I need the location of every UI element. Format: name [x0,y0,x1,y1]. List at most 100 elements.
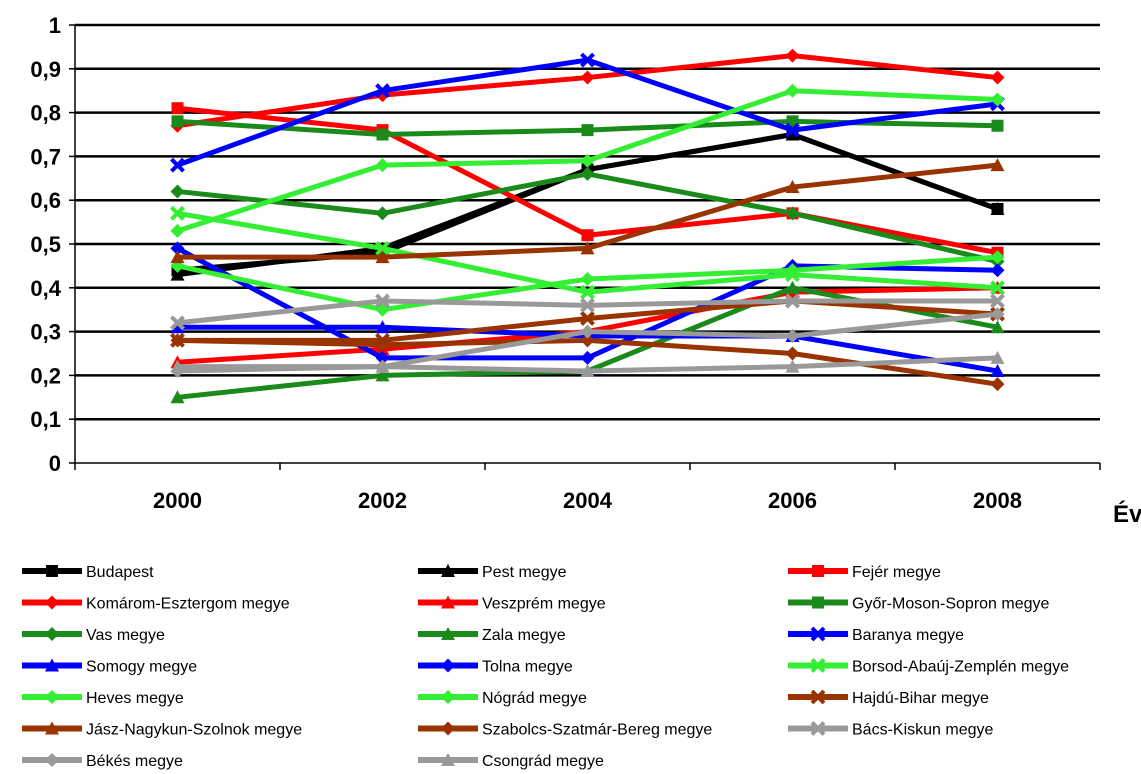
legend-label: Győr-Moson-Sopron megye [852,596,1050,613]
y-tick-label: 0,5 [30,232,61,257]
data-point [170,250,185,264]
data-point [990,280,1005,296]
data-point [581,124,594,137]
data-point [580,364,595,378]
data-point [375,350,390,365]
legend-label: Bács-Kiskun megye [852,722,993,739]
data-point [375,368,390,382]
legend-marker [810,658,826,673]
data-point [171,102,184,115]
legend-marker [45,721,59,735]
legend-label: Zala megye [482,627,566,644]
data-point [580,333,595,348]
data-point [375,320,390,334]
legend-label: Jász-Nagykun-Szolnok megye [86,722,302,739]
x-axis-title: Év [1113,500,1141,528]
data-point [170,320,185,334]
data-point [785,280,800,294]
series-line [177,53,998,129]
data-point [785,48,800,63]
data-point [990,250,1005,265]
legend-marker [812,565,824,577]
legend-marker [441,627,455,640]
data-point [170,390,185,404]
y-tick-label: 0,7 [30,144,61,169]
legend-label: Somogy megye [86,659,197,676]
data-point [990,70,1005,85]
data-point [990,364,1005,378]
y-tick-label: 0 [49,451,61,476]
axes: 0 0,1 0,2 0,3 0,4 0,5 0,6 0,7 0,8 0,9 1 2000 2002 200… [30,13,1101,513]
legend-label: Csongrád megye [482,753,604,770]
data-point [580,166,595,181]
legend-marker [45,658,59,672]
data-point [990,377,1005,392]
data-point [990,263,1005,278]
legend-label: Tolna megye [482,659,573,676]
data-point [990,307,1005,322]
data-point [990,293,1005,309]
legend-label: Baranya megye [852,627,964,644]
data-point [785,122,800,138]
y-tick-label: 0,4 [30,276,61,301]
data-point [785,263,800,278]
legend-marker [441,564,455,577]
data-point [170,333,185,348]
data-point [785,127,800,141]
legend-label: Komárom-Esztergom megye [86,596,290,613]
legend-marker [46,565,58,577]
legend: Budapest Pest megye Fejér megye Komárom-Esz… [22,564,1069,770]
y-tick-label: 1 [49,13,61,38]
data-point [580,52,595,68]
data-point [171,115,184,128]
x-tick-label: 2000 [153,488,202,513]
y-tick-label: 0,6 [30,188,61,213]
legend-label: Veszprém megye [482,596,606,613]
data-point [170,157,185,173]
data-point [581,229,594,242]
data-point [580,70,595,85]
data-point [375,206,390,221]
data-point [580,272,595,287]
legend-marker [812,596,824,609]
legend-marker [441,595,455,609]
data-point [990,320,1005,334]
x-tick-label: 2002 [358,488,407,513]
legend-marker [810,689,826,705]
data-point [170,315,185,331]
legend-label: Heves megye [86,690,184,707]
y-tick-label: 0,2 [30,363,61,388]
legend-label: Pest megye [482,564,567,581]
legend-marker [441,721,455,736]
legend-marker [45,627,59,641]
data-point [375,83,390,99]
x-tick-label: 2004 [563,488,613,513]
data-point [375,293,390,309]
y-tick-label: 0,9 [30,57,61,82]
legend-label: Vas megye [86,627,165,644]
data-point [580,311,595,326]
data-point [991,119,1004,132]
y-tick-label: 0,3 [30,320,61,345]
data-point [375,359,390,373]
legend-marker [45,595,59,610]
data-point [375,240,390,256]
data-point [580,284,595,300]
data-point [785,206,800,221]
legend-marker [45,690,59,704]
data-point [170,205,185,221]
data-point [375,158,390,173]
data-point [990,92,1005,107]
data-point [170,359,185,373]
legend-marker [441,658,455,673]
data-point [580,297,595,313]
data-point [580,241,595,255]
legend-label: Fejér megye [852,564,941,581]
data-point [785,83,800,98]
data-point [375,337,390,352]
legend-label: Budapest [86,564,154,581]
series-lines [170,48,1005,404]
data-point [170,223,185,238]
legend-label: Szabolcs-Szatmár-Bereg megye [482,722,712,739]
